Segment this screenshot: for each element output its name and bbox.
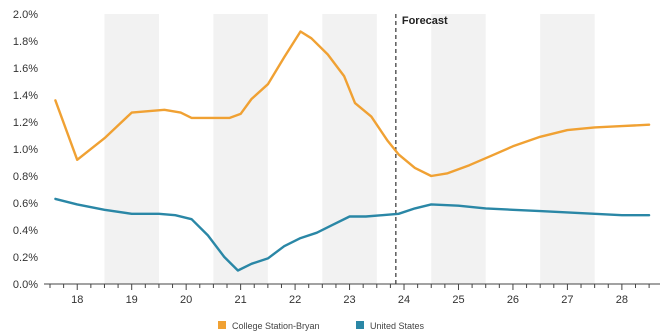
legend-swatch-united-states — [356, 321, 364, 329]
y-tick-label: 0.2% — [13, 252, 38, 264]
x-tick-label: 26 — [507, 294, 519, 306]
series-line-united-states — [54, 197, 651, 272]
y-tick-label: 0.8% — [13, 171, 38, 183]
grid-band — [431, 14, 486, 284]
x-tick-label: 28 — [616, 294, 628, 306]
x-tick-label: 20 — [180, 294, 192, 306]
y-tick-label: 1.6% — [13, 63, 38, 75]
legend-label-college-station-bryan: College Station-Bryan — [232, 321, 320, 331]
grid-band — [540, 14, 595, 284]
y-tick-label: 1.2% — [13, 117, 38, 129]
legend: College Station-Bryan United States — [218, 321, 425, 331]
legend-label-united-states: United States — [370, 321, 425, 331]
y-tick-label: 0.0% — [13, 279, 38, 291]
x-tick-label: 23 — [343, 294, 355, 306]
x-tick-label: 21 — [235, 294, 247, 306]
forecast-marker: Forecast — [395, 14, 448, 284]
x-tick-label: 22 — [289, 294, 301, 306]
y-tick-label: 0.4% — [13, 225, 38, 237]
grid-band — [104, 14, 159, 284]
y-tick-label: 1.0% — [13, 144, 38, 156]
x-tick-label: 25 — [452, 294, 464, 306]
y-axis: 0.0% 0.2% 0.4% 0.6% 0.8% 1.0% 1.2% 1.4% 1.6% 1.8%… — [13, 9, 38, 291]
grid-band — [322, 14, 377, 284]
y-tick-label: 1.4% — [13, 90, 38, 102]
y-tick-label: 2.0% — [13, 9, 38, 21]
forecast-label: Forecast — [402, 15, 448, 27]
grid-band — [213, 14, 268, 284]
x-tick-label: 24 — [398, 294, 410, 306]
x-tick-label: 19 — [126, 294, 138, 306]
x-tick-label: 27 — [561, 294, 573, 306]
x-tick-label: 18 — [71, 294, 83, 306]
y-tick-label: 1.8% — [13, 36, 38, 48]
series-line-college-station-bryan — [54, 30, 651, 178]
legend-swatch-college-station-bryan — [218, 321, 226, 329]
series-lines — [54, 30, 651, 272]
x-axis: 18 19 20 21 22 23 24 25 26 27 28 — [44, 283, 660, 306]
y-tick-label: 0.6% — [13, 198, 38, 210]
grid-bands — [104, 14, 595, 284]
